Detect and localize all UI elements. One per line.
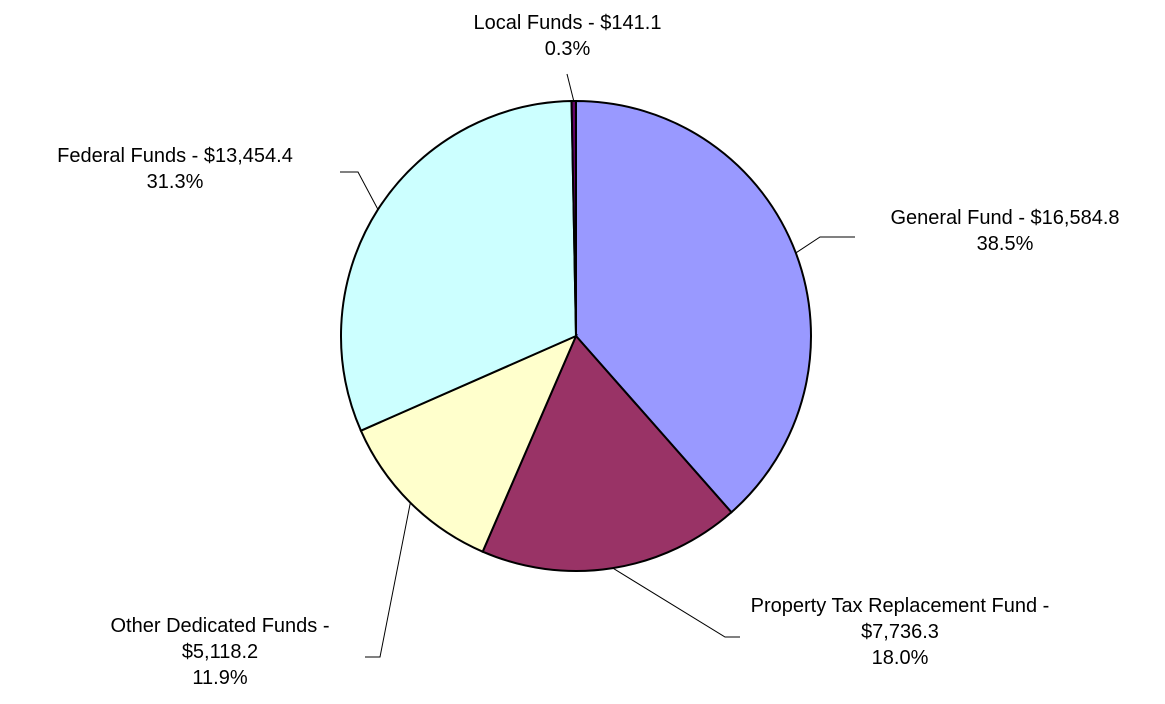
value-label: 31.3% [146, 171, 204, 193]
category-label: Federal Funds - $13,454.4 [57, 145, 293, 167]
category-label: General Fund - $16,584.8 [890, 207, 1120, 229]
pie-slice [570, 99, 577, 337]
pie-slice [359, 334, 578, 553]
slice-label: Property Tax Replacement Fund - $7,736.3… [740, 593, 1060, 671]
leader-line [340, 171, 379, 210]
value-label: 18.0% [871, 647, 929, 669]
leader-line [612, 567, 740, 638]
pie-slice [575, 99, 812, 514]
slice-label: Other Dedicated Funds - $5,118.2 11.9% [70, 613, 370, 691]
slice-label: Federal Funds - $13,454.4 31.3% [5, 143, 345, 195]
value-label: 0.3% [544, 38, 591, 60]
pie-slice [340, 100, 578, 433]
slice-label: Local Funds - $141.1 0.3% [410, 10, 725, 62]
category-label: Property Tax Replacement Fund - $7,736.3 [750, 595, 1050, 643]
leader-line [566, 73, 575, 102]
value-label: 38.5% [976, 233, 1034, 255]
slice-label: General Fund - $16,584.8 38.5% [850, 205, 1160, 257]
pie-slice [481, 334, 733, 572]
leader-line [795, 236, 855, 254]
value-label: 11.9% [192, 667, 248, 689]
category-label: Other Dedicated Funds - $5,118.2 [110, 615, 330, 663]
category-label: Local Funds - $141.1 [473, 12, 662, 34]
leader-line [365, 502, 411, 658]
